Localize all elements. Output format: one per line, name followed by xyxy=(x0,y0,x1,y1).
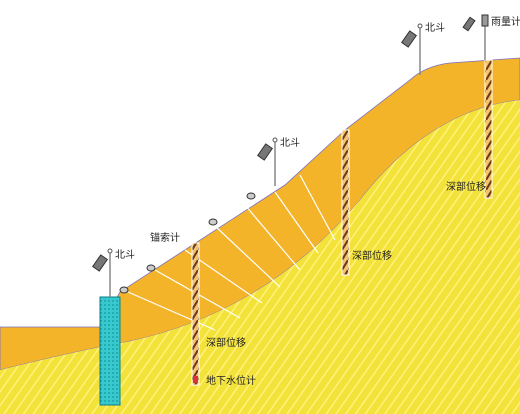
solar-panels xyxy=(92,14,489,272)
beidou-stations xyxy=(109,22,486,297)
label: 深部位移 xyxy=(352,249,392,262)
slope-bedrock xyxy=(0,100,520,414)
borehole xyxy=(341,129,350,276)
label: 地下水位计 xyxy=(206,374,256,387)
borehole xyxy=(191,242,200,386)
label: 北斗 xyxy=(425,22,445,34)
borehole xyxy=(484,59,493,199)
label: 雨量计 xyxy=(491,15,520,28)
label: 深部位移 xyxy=(446,180,486,193)
label: 北斗 xyxy=(115,249,135,261)
groundwater-sensor xyxy=(193,376,198,383)
label: 锚索计 xyxy=(150,231,180,244)
label: 北斗 xyxy=(280,137,300,149)
label: 深部位移 xyxy=(206,336,246,349)
pole-tops xyxy=(107,23,423,254)
anchor-heads xyxy=(119,192,256,294)
water-well xyxy=(99,296,121,406)
